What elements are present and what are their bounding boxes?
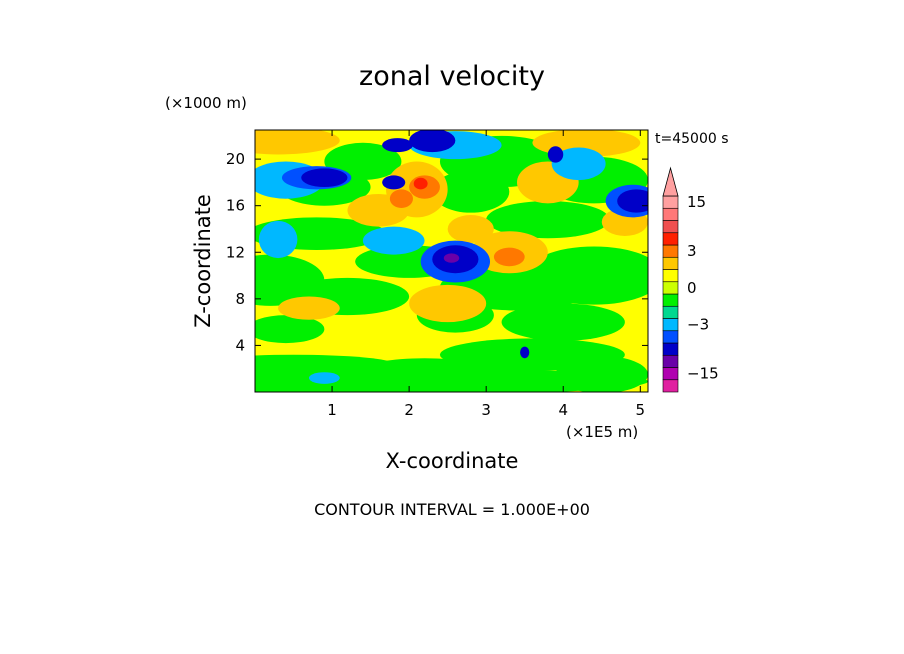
y-tick-label: 20 — [226, 150, 245, 168]
plot-frame — [254, 129, 649, 393]
colorbar-tick-label: −3 — [687, 316, 709, 334]
colorbar-band — [662, 269, 679, 283]
field-patch — [520, 346, 530, 359]
field-patch — [524, 246, 648, 305]
field-patch — [413, 177, 428, 190]
field-patch — [443, 253, 460, 263]
y-unit-label: (×1000 m) — [165, 94, 247, 112]
contour-interval-label: CONTOUR INTERVAL = 1.000E+00 — [314, 500, 590, 519]
field-patch — [486, 201, 610, 239]
y-tick-label: 12 — [226, 243, 245, 261]
colorbar-tick-label: 0 — [687, 279, 697, 297]
x-tick-label: 2 — [404, 401, 414, 419]
time-label: t=45000 s — [655, 131, 729, 147]
field-patch — [493, 247, 525, 267]
field-patch — [255, 354, 394, 374]
field-patch — [255, 130, 340, 155]
colorbar-band — [662, 207, 679, 221]
colorbar-band — [662, 281, 679, 295]
field-patch — [409, 284, 487, 323]
x-tick-label: 3 — [481, 401, 491, 419]
field-patch — [301, 168, 348, 188]
colorbar: 15 3 0 −3 −15 — [662, 166, 719, 393]
colorbar-band — [662, 354, 679, 368]
field-patch — [389, 189, 413, 209]
colorbar-band — [662, 330, 679, 344]
field-patch — [255, 315, 325, 344]
x-tick-label: 4 — [558, 401, 568, 419]
colorbar-band — [662, 342, 679, 356]
colorbar-band — [662, 195, 679, 209]
chart-title: zonal velocity — [359, 61, 545, 92]
colorbar-band — [662, 256, 679, 270]
field-patch — [447, 215, 494, 243]
colorbar-tick-label: −15 — [687, 365, 719, 383]
field-patch — [555, 355, 648, 392]
x-tick-label: 5 — [636, 401, 646, 419]
x-axis: 1 2 3 4 5 — [327, 130, 645, 419]
colorbar-tick-label: 3 — [687, 242, 697, 260]
field-patch — [382, 175, 406, 190]
colorbar-band — [662, 293, 679, 307]
colorbar-band — [662, 244, 679, 258]
colorbar-band — [662, 379, 679, 393]
colorbar-band — [662, 305, 679, 319]
field-patch — [551, 147, 606, 181]
field-patch — [308, 372, 340, 384]
colorbar-tick-label: 15 — [687, 193, 706, 211]
colorbar-band — [662, 220, 679, 234]
y-tick-label: 4 — [235, 336, 245, 354]
y-tick-label: 8 — [235, 290, 245, 308]
field-patch — [547, 146, 564, 163]
field-patch — [278, 296, 340, 320]
colorbar-band — [662, 232, 679, 246]
field-patch — [362, 358, 487, 382]
plot-area — [254, 129, 649, 393]
colorbar-extend-arrow — [662, 166, 679, 197]
field-patch — [362, 226, 425, 255]
x-axis-label: X-coordinate — [386, 449, 519, 473]
y-axis: 4 8 12 16 20 — [226, 150, 648, 354]
x-unit-label: (×1E5 m) — [566, 423, 638, 441]
field-patch — [617, 189, 648, 213]
colorbar-band — [662, 367, 679, 381]
field-patch — [501, 303, 625, 341]
field-patch — [409, 130, 456, 153]
field-patch — [382, 138, 413, 153]
x-tick-label: 1 — [327, 401, 337, 419]
field-patch — [258, 220, 298, 259]
y-axis-label: Z-coordinate — [191, 194, 215, 328]
y-tick-label: 16 — [226, 197, 245, 215]
colorbar-band — [662, 318, 679, 332]
